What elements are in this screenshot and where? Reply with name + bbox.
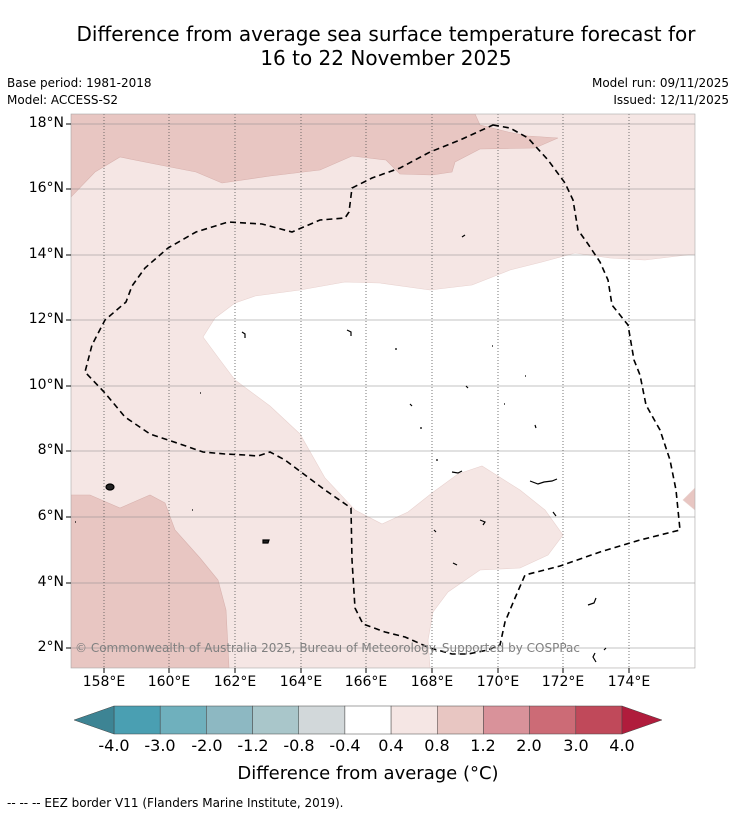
title-line-2: 16 to 22 November 2025 (260, 46, 512, 70)
colorbar-under-arrow (73, 705, 115, 735)
meta-right: Model run: 09/11/2025 Issued: 12/11/2025 (592, 75, 729, 109)
lat-label-8n: 8°N (37, 442, 64, 458)
lat-label-14n: 14°N (28, 246, 64, 262)
colorbar-segment (298, 705, 346, 735)
island-majuro (529, 478, 558, 485)
colorbar-segment (483, 705, 530, 735)
colorbar-segment (575, 705, 623, 735)
eez-border (84, 124, 681, 655)
colorbar-label: 4.0 (609, 736, 635, 755)
map-frame (70, 113, 696, 669)
island-pohnpei (105, 483, 115, 491)
colorbar-label: -1.2 (237, 736, 269, 755)
anomaly-region-neutral (202, 252, 695, 668)
colorbar-segment (390, 705, 438, 735)
colorbar-label: -2.0 (191, 736, 223, 755)
issued-date: Issued: 12/11/2025 (613, 93, 729, 107)
page-title: Difference from average sea surface temp… (40, 22, 732, 70)
eez-legend-note: -- -- -- EEZ border V11 (Flanders Marine… (7, 796, 344, 810)
copyright-notice: © Commonwealth of Australia 2025, Bureau… (75, 641, 580, 655)
lon-label-158e: 158°E (82, 674, 126, 690)
colorbar-label: 0.8 (424, 736, 450, 755)
island-jaluit (479, 519, 486, 526)
colorbar-segment (437, 705, 484, 735)
lat-label-16n: 16°N (28, 180, 64, 196)
lat-label-10n: 10°N (28, 377, 64, 393)
colorbar-label: 2.0 (516, 736, 542, 755)
colorbar-label: -0.8 (283, 736, 315, 755)
lon-label-162e: 162°E (213, 674, 257, 690)
lat-label-18n: 18°N (28, 115, 64, 131)
colorbar-label: 1.2 (470, 736, 496, 755)
anomaly-region-southwest-0.8-1.2 (71, 494, 230, 668)
lon-label-164e: 164°E (279, 674, 323, 690)
lon-label-174e: 174°E (607, 674, 651, 690)
island-wake (461, 234, 466, 238)
lat-label-6n: 6°N (37, 508, 64, 524)
island-kosrae (262, 539, 270, 544)
lon-label-168e: 168°E (410, 674, 454, 690)
model-run: Model run: 09/11/2025 (591, 76, 729, 90)
colorbar-title: Difference from average (°C) (237, 763, 499, 784)
island-ebon (452, 562, 458, 566)
colorbar-segment (206, 705, 253, 735)
lat-label-2n: 2°N (37, 639, 64, 655)
lat-gridlines (71, 123, 695, 649)
colorbar-over-arrow (621, 705, 663, 735)
colorbar (73, 705, 663, 735)
colorbar-segment (252, 705, 299, 735)
island-mili (552, 511, 557, 517)
island-kwajalein (451, 470, 463, 474)
island-misc (75, 345, 537, 533)
island-ujelang (241, 329, 352, 338)
meta-left: Base period: 1981-2018 Model: ACCESS-S2 (7, 75, 152, 109)
lat-label-12n: 12°N (28, 311, 64, 327)
base-period: Base period: 1981-2018 (7, 76, 152, 90)
colorbar-label: -3.0 (144, 736, 176, 755)
colorbar-segment (113, 705, 161, 735)
islands (75, 234, 607, 663)
lat-label-4n: 4°N (37, 574, 64, 590)
colorbar-label: -4.0 (98, 736, 130, 755)
model-name: Model: ACCESS-S2 (7, 93, 119, 107)
colorbar-label: -0.4 (329, 736, 361, 755)
colorbar-segment (159, 705, 207, 735)
island-tarawa (587, 597, 607, 663)
lon-label-170e: 170°E (476, 674, 520, 690)
lon-label-166e: 166°E (344, 674, 388, 690)
lon-label-172e: 172°E (541, 674, 585, 690)
colorbar-segment (344, 705, 392, 735)
colorbar-label: 0.4 (378, 736, 404, 755)
colorbar-label: 3.0 (563, 736, 589, 755)
title-line-1: Difference from average sea surface temp… (76, 22, 696, 46)
anomaly-region-east-0.8-1.2 (683, 486, 695, 510)
colorbar-segment (529, 705, 577, 735)
lon-label-160e: 160°E (147, 674, 191, 690)
axis-ticks (66, 123, 630, 673)
